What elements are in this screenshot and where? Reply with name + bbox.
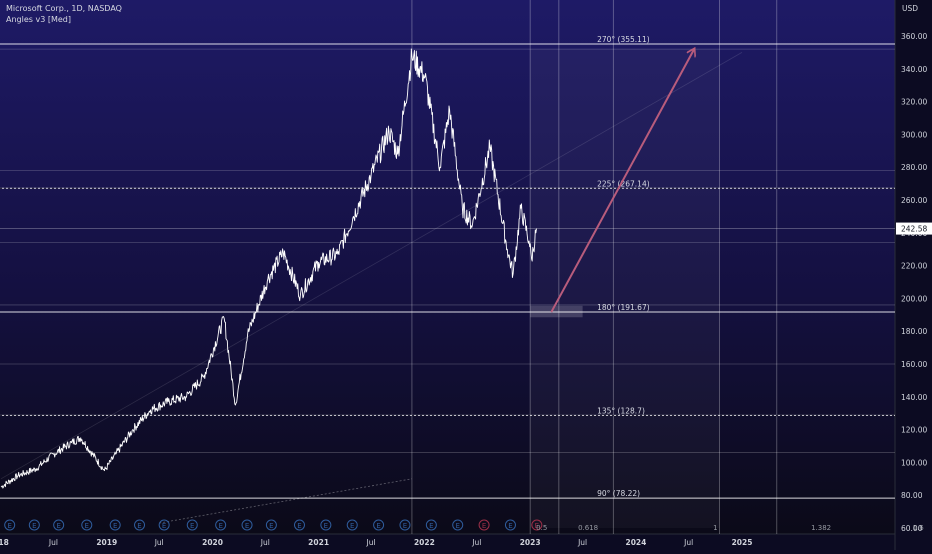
earnings-marker — [28, 519, 40, 531]
y-tick-label: 340.00 — [901, 65, 927, 74]
y-tick-label: 80.00 — [901, 491, 923, 500]
x-tick-label: Jul — [683, 538, 693, 547]
earnings-marker-label: E — [376, 522, 380, 530]
x-tick-label: Jul — [154, 538, 164, 547]
fib-ratio-label: 1.6 — [913, 524, 925, 532]
earnings-marker — [346, 519, 358, 531]
x-tick-label: Jul — [260, 538, 270, 547]
y-tick-label: 140.00 — [901, 393, 927, 402]
x-tick-label: Jul — [577, 538, 587, 547]
fib-ratio-label: 0.618 — [578, 524, 598, 532]
fib-ratio-label: 1.382 — [811, 524, 831, 532]
earnings-marker — [452, 519, 464, 531]
y-tick-label: 60.00 — [901, 524, 923, 533]
earnings-marker-label: E — [297, 522, 301, 530]
earnings-marker-label: E — [113, 522, 117, 530]
y-tick-label: 260.00 — [901, 196, 927, 205]
earnings-marker — [399, 519, 411, 531]
earnings-marker-label: E — [535, 522, 539, 530]
x-tick-label: 018 — [0, 538, 9, 547]
earnings-marker — [4, 519, 16, 531]
earnings-marker — [320, 519, 332, 531]
earnings-marker — [504, 519, 516, 531]
y-tick-label: 100.00 — [901, 458, 927, 467]
earnings-marker-label: E — [324, 522, 328, 530]
earnings-marker-label: E — [482, 522, 486, 530]
earnings-marker-label: E — [7, 522, 11, 530]
y-tick-label: 160.00 — [901, 360, 927, 369]
earnings-marker — [265, 519, 277, 531]
earnings-marker-label: E — [245, 522, 249, 530]
earnings-marker-label: E — [429, 522, 433, 530]
earnings-marker-label: E — [85, 522, 89, 530]
earnings-marker — [158, 519, 170, 531]
current-price-tag — [896, 222, 932, 235]
y-tick-label: 220.00 — [901, 262, 927, 271]
x-tick-label: 2022 — [414, 538, 435, 547]
angle-level-label: 90° (78.22) — [597, 489, 640, 498]
earnings-marker — [53, 519, 65, 531]
earnings-marker — [215, 519, 227, 531]
y-tick-label: 180.00 — [901, 327, 927, 336]
y-tick-label: 280.00 — [901, 163, 927, 172]
earnings-marker-label: E — [403, 522, 407, 530]
price-axis-background — [895, 0, 932, 550]
earnings-marker-label: E — [508, 522, 512, 530]
earnings-marker — [186, 519, 198, 531]
earnings-marker-label: E — [350, 522, 354, 530]
y-tick-label: 120.00 — [901, 426, 927, 435]
earnings-marker-label: E — [269, 522, 273, 530]
y-tick-label: 360.00 — [901, 32, 927, 41]
x-tick-label: Jul — [366, 538, 376, 547]
currency-label: USD — [902, 4, 918, 13]
y-tick-label: 320.00 — [901, 98, 927, 107]
x-tick-label: 2019 — [96, 538, 117, 547]
earnings-marker — [134, 519, 146, 531]
y-tick-label: 200.00 — [901, 294, 927, 303]
earnings-marker-label: E — [56, 522, 60, 530]
price-series-line — [0, 48, 537, 489]
target-box — [530, 305, 583, 318]
x-tick-label: 2025 — [732, 538, 753, 547]
earnings-marker-label: E — [162, 522, 166, 530]
fib-ratio-label: 0.5 — [536, 524, 547, 532]
trend-line — [0, 52, 743, 480]
earnings-marker — [81, 519, 93, 531]
x-tick-label: 2020 — [202, 538, 223, 547]
earnings-marker — [241, 519, 253, 531]
x-tick-label: Jul — [48, 538, 58, 547]
earnings-marker — [109, 519, 121, 531]
symbol-title[interactable]: Microsoft Corp., 1D, NASDAQ — [6, 4, 122, 13]
earnings-marker — [531, 519, 543, 531]
x-tick-label: 2023 — [520, 538, 541, 547]
chart-legend: Microsoft Corp., 1D, NASDAQ Angles v3 [M… — [6, 3, 122, 25]
earnings-marker — [373, 519, 385, 531]
x-tick-label: Jul — [471, 538, 481, 547]
angle-level-label: 135° (128.7) — [597, 406, 645, 415]
y-tick-label: 300.00 — [901, 130, 927, 139]
angle-level-label: 180° (191.67) — [597, 303, 650, 312]
earnings-marker — [293, 519, 305, 531]
indicator-title[interactable]: Angles v3 [Med] — [6, 15, 71, 24]
x-tick-label: 2024 — [625, 538, 646, 547]
plot-background — [0, 0, 895, 534]
earnings-marker-label: E — [190, 522, 194, 530]
earnings-marker-label: E — [218, 522, 222, 530]
fib-ratio-label: 1 — [713, 524, 717, 532]
time-axis-background — [0, 534, 895, 550]
projection-arrow — [550, 49, 694, 313]
angle-level-label: 270° (355.11) — [597, 35, 650, 44]
earnings-marker-label: E — [455, 522, 459, 530]
earnings-marker — [425, 519, 437, 531]
angle-level-label: 225° (267.14) — [597, 179, 650, 188]
trend-line-dashed — [159, 478, 412, 524]
earnings-marker-label: E — [32, 522, 36, 530]
earnings-marker — [478, 519, 490, 531]
current-price-label: 242.58 — [901, 225, 927, 234]
x-tick-label: 2021 — [308, 538, 329, 547]
earnings-marker-label: E — [137, 522, 141, 530]
